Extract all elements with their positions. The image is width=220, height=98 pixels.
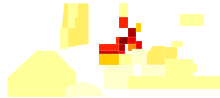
Polygon shape (60, 37, 68, 49)
Polygon shape (119, 44, 125, 51)
Polygon shape (99, 44, 119, 51)
Polygon shape (7, 89, 76, 97)
Polygon shape (128, 44, 136, 51)
Polygon shape (132, 49, 147, 65)
Polygon shape (128, 37, 136, 44)
Polygon shape (68, 17, 75, 28)
Polygon shape (99, 54, 136, 65)
Polygon shape (188, 64, 197, 72)
Polygon shape (99, 51, 119, 54)
Polygon shape (136, 41, 142, 49)
Polygon shape (128, 76, 220, 89)
Polygon shape (128, 28, 136, 37)
Polygon shape (119, 51, 125, 54)
Polygon shape (104, 65, 134, 89)
Polygon shape (141, 65, 165, 76)
Polygon shape (171, 41, 183, 47)
Polygon shape (65, 81, 104, 97)
Polygon shape (147, 46, 165, 65)
Polygon shape (37, 51, 57, 61)
Polygon shape (136, 23, 141, 32)
Polygon shape (180, 14, 204, 26)
Polygon shape (99, 54, 119, 65)
Polygon shape (7, 51, 76, 89)
Polygon shape (119, 17, 128, 28)
Polygon shape (119, 54, 136, 65)
Polygon shape (119, 37, 128, 44)
Polygon shape (24, 89, 76, 97)
Polygon shape (165, 59, 192, 76)
Polygon shape (60, 28, 68, 39)
Polygon shape (116, 37, 119, 44)
Polygon shape (165, 47, 177, 59)
Polygon shape (119, 3, 128, 17)
Polygon shape (68, 3, 78, 17)
Polygon shape (60, 3, 89, 49)
